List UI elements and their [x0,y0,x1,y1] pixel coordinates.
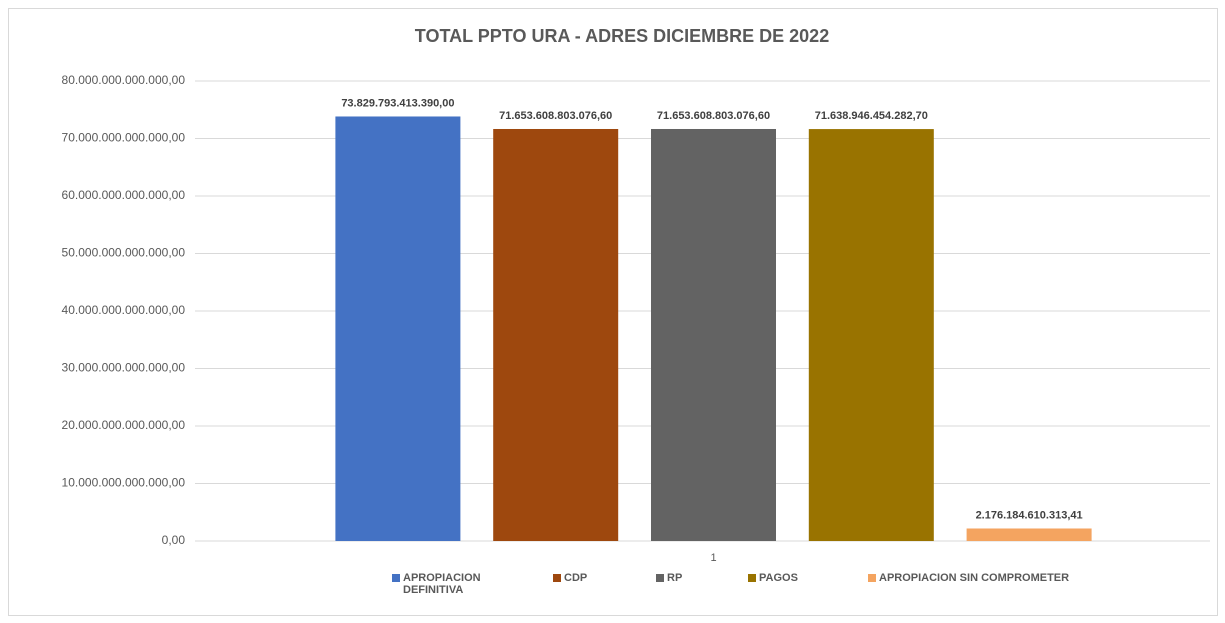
legend-swatch [868,574,876,582]
legend-label: PAGOS [759,572,798,584]
legend-label: CDP [564,572,588,584]
legend-label: APROPIACION DEFINITIVA [403,572,481,596]
y-tick-label: 40.000.000.000.000,00 [62,303,186,317]
data-label: 73.829.793.413.390,00 [341,97,454,109]
bar [808,129,934,542]
y-tick-label: 60.000.000.000.000,00 [62,188,186,202]
legend-swatch [553,574,561,582]
y-tick-label: 70.000.000.000.000,00 [62,131,186,145]
legend-item: APROPIACION SIN COMPROMETER [868,572,1128,584]
data-label: 71.653.608.803.076,60 [499,110,612,122]
y-tick-label: 10.000.000.000.000,00 [62,476,186,490]
legend-swatch [392,574,400,582]
legend-swatch [748,574,756,582]
bar [335,116,461,541]
legend-label: APROPIACION SIN COMPROMETER [879,572,1070,584]
y-tick-label: 0,00 [162,533,186,547]
x-tick-label: 1 [710,552,716,564]
y-tick-label: 30.000.000.000.000,00 [62,361,186,375]
legend-item: APROPIACION DEFINITIVA [392,572,502,596]
legend-swatch [656,574,664,582]
data-label: 2.176.184.610.313,41 [976,509,1083,521]
data-label: 71.653.608.803.076,60 [657,110,770,122]
legend-item: RP [656,572,716,584]
legend-item: CDP [553,572,613,584]
legend-item: PAGOS [748,572,818,584]
legend-label: RP [667,572,683,584]
y-tick-label: 20.000.000.000.000,00 [62,418,186,432]
bar [966,528,1092,541]
data-label: 71.638.946.454.282,70 [815,110,928,122]
bar [651,128,776,541]
bar [493,128,619,541]
y-tick-label: 50.000.000.000.000,00 [62,246,186,260]
chart-title: TOTAL PPTO URA - ADRES DICIEMBRE DE 2022 [415,26,829,46]
y-tick-label: 80.000.000.000.000,00 [62,73,186,87]
